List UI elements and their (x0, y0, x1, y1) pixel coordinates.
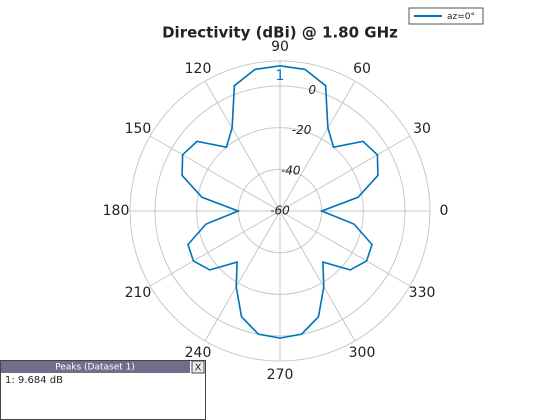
close-label[interactable]: X (195, 363, 202, 374)
pattern-line (181, 64, 379, 339)
angle-tick-label: 180 (103, 203, 130, 219)
grid-spoke (204, 210, 281, 342)
r-tick-label: -60 (270, 204, 290, 218)
grid-spoke (279, 80, 356, 212)
angle-tick-label: 330 (409, 285, 436, 301)
panel-title: Peaks (Dataset 1) (55, 363, 135, 373)
grid-spoke (279, 210, 411, 287)
grid-spoke (279, 210, 356, 342)
peak-entry: 1: 9.684 dB (5, 375, 63, 386)
grid-spoke (149, 210, 281, 287)
angle-tick-label: 240 (185, 345, 212, 361)
legend[interactable]: az=0° (408, 7, 484, 25)
legend-box (408, 7, 484, 25)
grid-spoke (204, 80, 281, 212)
r-tick-label: 0 (309, 83, 317, 97)
angle-tick-label: 0 (440, 203, 449, 219)
panel-header (1, 361, 190, 373)
r-tick-label: -20 (292, 123, 312, 137)
angle-tick-label: 270 (267, 367, 294, 383)
angle-tick-label: 30 (413, 121, 431, 137)
peaks-panel: Peaks (Dataset 1) X 1: 9.684 dB (0, 360, 206, 420)
angle-tick-label: 120 (185, 61, 212, 77)
angle-tick-label: 60 (353, 61, 371, 77)
close-button[interactable] (191, 360, 205, 374)
angle-tick-label: 300 (349, 345, 376, 361)
grid-spoke (149, 135, 281, 212)
angle-tick-label: 150 (125, 121, 152, 137)
grid-spoke (279, 135, 411, 212)
legend-label: az=0° (447, 12, 475, 22)
angle-tick-label: 210 (125, 285, 152, 301)
angle-tick-label: 90 (271, 39, 289, 55)
chart-title: Directivity (dBi) @ 1.80 GHz (162, 24, 398, 42)
peak-marker: 1 (276, 68, 285, 84)
r-tick-label: -40 (281, 163, 301, 177)
